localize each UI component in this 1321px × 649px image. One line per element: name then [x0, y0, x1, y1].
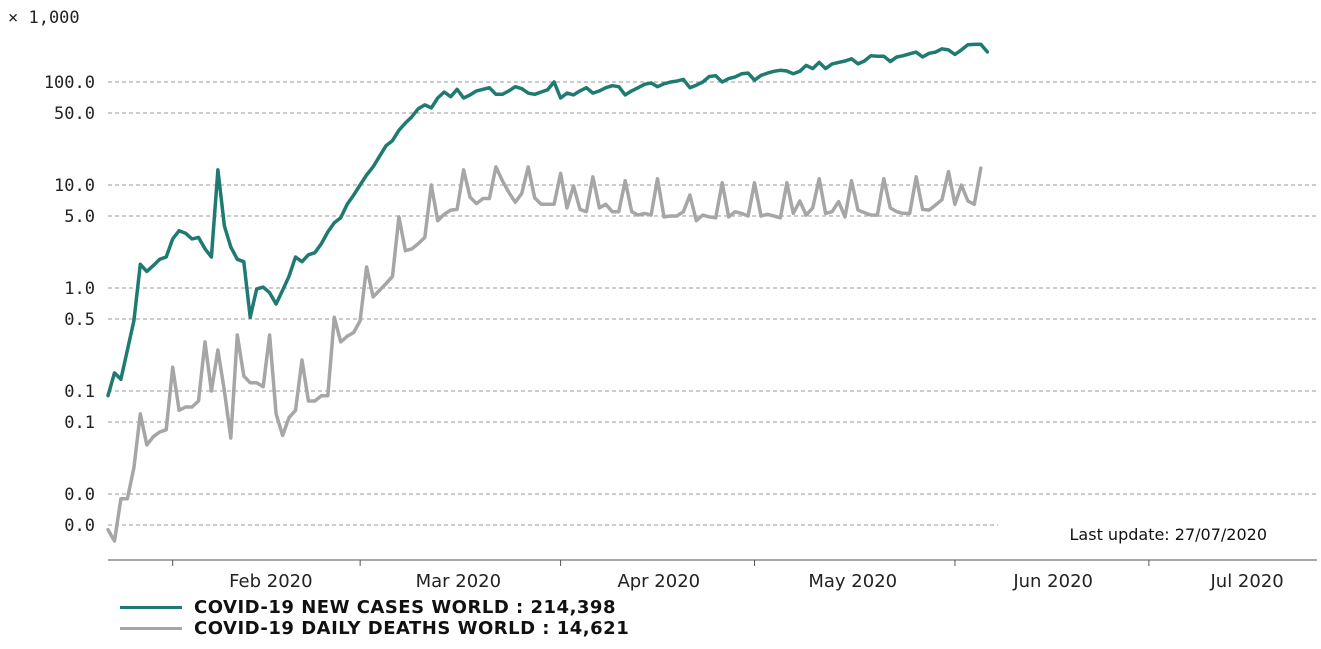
- legend-label-cases: COVID-19 NEW CASES WORLD : 214,398: [194, 597, 616, 618]
- legend-swatch-cases: [120, 606, 182, 609]
- y-tick-label: 50.0: [54, 104, 95, 124]
- chart: 100.0 50.0 10.0 5.0 1.0 0.5 0.1 0.1 0.0 0.0 × 1,0…: [8, 8, 1317, 592]
- series-line-daily-deaths: [106, 165, 983, 543]
- last-update-note: Last update: 27/07/2020: [1070, 525, 1267, 544]
- legend-item-deaths: COVID-19 DAILY DEATHS WORLD : 14,621: [120, 618, 629, 639]
- gridlines: [108, 81, 1317, 526]
- y-tick-label: 0.1: [64, 413, 95, 433]
- y-axis-unit-label: × 1,000: [8, 8, 80, 28]
- y-tick-label: 0.0: [64, 516, 95, 536]
- x-tick-label: Mar 2020: [416, 571, 502, 592]
- legend-item-cases: COVID-19 NEW CASES WORLD : 214,398: [120, 597, 616, 618]
- series-line-new-cases: [106, 42, 990, 398]
- x-tick-label: May 2020: [808, 571, 897, 592]
- y-tick-label: 10.0: [54, 176, 95, 196]
- y-tick-label: 0.0: [64, 485, 95, 505]
- y-tick-label: 1.0: [64, 279, 95, 299]
- y-axis-ticks: 100.0 50.0 10.0 5.0 1.0 0.5 0.1 0.1 0.0 0.0: [44, 73, 95, 536]
- legend-label-deaths: COVID-19 DAILY DEATHS WORLD : 14,621: [194, 618, 630, 639]
- legend-swatch-deaths: [120, 627, 182, 630]
- y-tick-label: 0.1: [64, 382, 95, 402]
- x-tick-label: Jun 2020: [1012, 571, 1093, 592]
- x-tick-label: Feb 2020: [229, 571, 312, 592]
- y-tick-label: 5.0: [64, 207, 95, 227]
- y-tick-label: 0.5: [64, 310, 95, 330]
- x-tick-label: Jul 2020: [1209, 571, 1283, 592]
- series-lines: [106, 42, 990, 543]
- x-axis: Feb 2020 Mar 2020 Apr 2020 May 2020 Jun 2020…: [108, 559, 1317, 592]
- x-tick-label: Apr 2020: [617, 571, 700, 592]
- y-tick-label: 100.0: [44, 73, 95, 93]
